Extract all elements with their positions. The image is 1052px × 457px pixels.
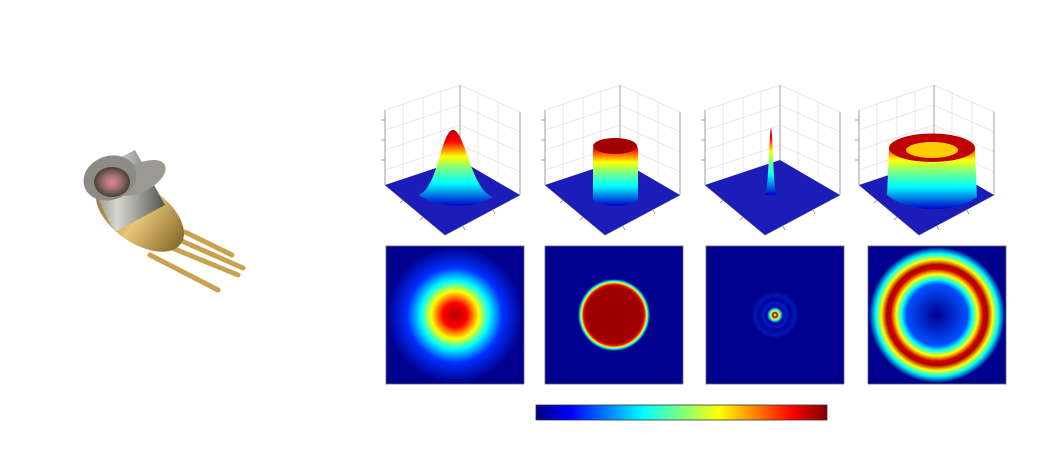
colorbar [535, 404, 828, 421]
surface-flattop [540, 84, 681, 236]
surface-ring [854, 84, 995, 236]
surface-gaussian [380, 84, 521, 236]
profile-maps [385, 245, 1007, 385]
laser-diode [83, 150, 246, 293]
surface-spot [700, 84, 841, 236]
